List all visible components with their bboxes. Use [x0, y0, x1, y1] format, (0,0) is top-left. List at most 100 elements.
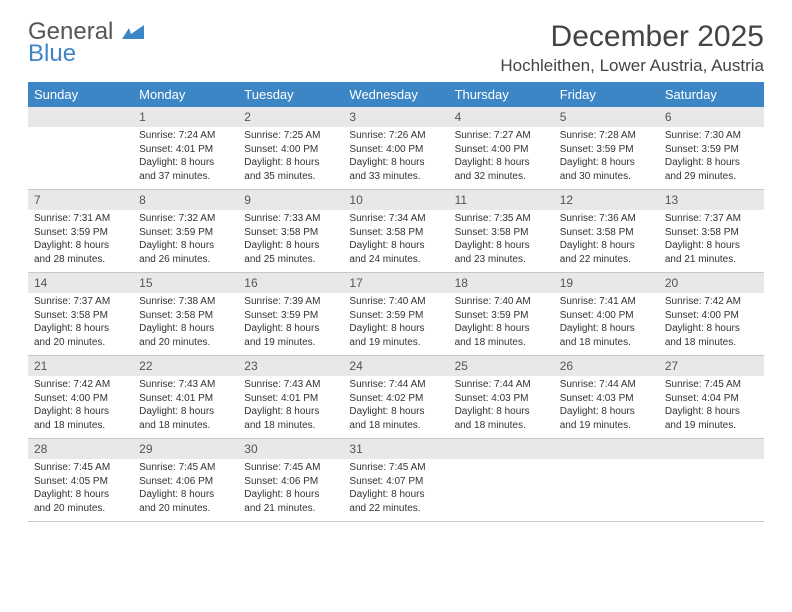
cell-body: Sunrise: 7:31 AMSunset: 3:59 PMDaylight:…: [28, 210, 133, 272]
cell-daylight: Daylight: 8 hours and 20 minutes.: [139, 322, 232, 349]
cell-sunset: Sunset: 4:02 PM: [349, 392, 442, 406]
cell-daylight: Daylight: 8 hours and 35 minutes.: [244, 156, 337, 183]
day-number: 14: [28, 273, 133, 293]
logo-mark-icon: [122, 18, 144, 45]
day-number: 20: [659, 273, 764, 293]
day-number: 12: [554, 190, 659, 210]
cell-sunset: Sunset: 4:01 PM: [139, 392, 232, 406]
cell-daylight: Daylight: 8 hours and 21 minutes.: [665, 239, 758, 266]
day-number: 4: [449, 107, 554, 127]
cell-sunrise: Sunrise: 7:43 AM: [244, 378, 337, 392]
cell-body: Sunrise: 7:35 AMSunset: 3:58 PMDaylight:…: [449, 210, 554, 272]
calendar-cell: 29Sunrise: 7:45 AMSunset: 4:06 PMDayligh…: [133, 439, 238, 522]
weekday-header: Friday: [554, 82, 659, 107]
weekday-header: Saturday: [659, 82, 764, 107]
cell-daylight: Daylight: 8 hours and 25 minutes.: [244, 239, 337, 266]
cell-daylight: Daylight: 8 hours and 32 minutes.: [455, 156, 548, 183]
cell-sunrise: Sunrise: 7:32 AM: [139, 212, 232, 226]
cell-body: Sunrise: 7:41 AMSunset: 4:00 PMDaylight:…: [554, 293, 659, 355]
weekday-header: Monday: [133, 82, 238, 107]
day-number: 5: [554, 107, 659, 127]
location-label: Hochleithen, Lower Austria, Austria: [500, 56, 764, 76]
day-number: 27: [659, 356, 764, 376]
cell-body: Sunrise: 7:37 AMSunset: 3:58 PMDaylight:…: [659, 210, 764, 272]
cell-sunset: Sunset: 3:58 PM: [244, 226, 337, 240]
cell-sunrise: Sunrise: 7:38 AM: [139, 295, 232, 309]
calendar-cell: 28Sunrise: 7:45 AMSunset: 4:05 PMDayligh…: [28, 439, 133, 522]
calendar-cell: [554, 439, 659, 522]
day-number: 24: [343, 356, 448, 376]
calendar-week-row: 21Sunrise: 7:42 AMSunset: 4:00 PMDayligh…: [28, 356, 764, 439]
cell-daylight: Daylight: 8 hours and 20 minutes.: [34, 322, 127, 349]
calendar-cell: 10Sunrise: 7:34 AMSunset: 3:58 PMDayligh…: [343, 190, 448, 273]
cell-body: Sunrise: 7:25 AMSunset: 4:00 PMDaylight:…: [238, 127, 343, 189]
calendar-cell: 1Sunrise: 7:24 AMSunset: 4:01 PMDaylight…: [133, 107, 238, 190]
cell-body: Sunrise: 7:45 AMSunset: 4:06 PMDaylight:…: [133, 459, 238, 521]
calendar-cell: 30Sunrise: 7:45 AMSunset: 4:06 PMDayligh…: [238, 439, 343, 522]
calendar-cell: 22Sunrise: 7:43 AMSunset: 4:01 PMDayligh…: [133, 356, 238, 439]
cell-body: Sunrise: 7:32 AMSunset: 3:59 PMDaylight:…: [133, 210, 238, 272]
day-number: 10: [343, 190, 448, 210]
cell-sunset: Sunset: 4:01 PM: [244, 392, 337, 406]
cell-daylight: Daylight: 8 hours and 37 minutes.: [139, 156, 232, 183]
day-number: 30: [238, 439, 343, 459]
cell-sunset: Sunset: 3:59 PM: [244, 309, 337, 323]
cell-sunrise: Sunrise: 7:45 AM: [349, 461, 442, 475]
calendar-cell: 31Sunrise: 7:45 AMSunset: 4:07 PMDayligh…: [343, 439, 448, 522]
cell-daylight: Daylight: 8 hours and 22 minutes.: [349, 488, 442, 515]
day-number: 31: [343, 439, 448, 459]
day-number: 19: [554, 273, 659, 293]
cell-daylight: Daylight: 8 hours and 18 minutes.: [455, 405, 548, 432]
cell-sunrise: Sunrise: 7:41 AM: [560, 295, 653, 309]
day-number: 22: [133, 356, 238, 376]
cell-body: Sunrise: 7:45 AMSunset: 4:05 PMDaylight:…: [28, 459, 133, 521]
cell-sunrise: Sunrise: 7:45 AM: [665, 378, 758, 392]
day-number: [659, 439, 764, 459]
cell-sunrise: Sunrise: 7:44 AM: [349, 378, 442, 392]
calendar-cell: 25Sunrise: 7:44 AMSunset: 4:03 PMDayligh…: [449, 356, 554, 439]
cell-body: Sunrise: 7:45 AMSunset: 4:07 PMDaylight:…: [343, 459, 448, 521]
cell-sunrise: Sunrise: 7:44 AM: [560, 378, 653, 392]
cell-body: Sunrise: 7:42 AMSunset: 4:00 PMDaylight:…: [28, 376, 133, 438]
calendar-cell: [28, 107, 133, 190]
cell-sunset: Sunset: 3:58 PM: [349, 226, 442, 240]
day-number: 8: [133, 190, 238, 210]
cell-sunrise: Sunrise: 7:40 AM: [455, 295, 548, 309]
logo: General Blue: [28, 20, 144, 66]
cell-sunset: Sunset: 4:00 PM: [349, 143, 442, 157]
weekday-header: Tuesday: [238, 82, 343, 107]
cell-body: Sunrise: 7:43 AMSunset: 4:01 PMDaylight:…: [238, 376, 343, 438]
cell-body: Sunrise: 7:45 AMSunset: 4:04 PMDaylight:…: [659, 376, 764, 438]
calendar-cell: 26Sunrise: 7:44 AMSunset: 4:03 PMDayligh…: [554, 356, 659, 439]
cell-daylight: Daylight: 8 hours and 29 minutes.: [665, 156, 758, 183]
calendar-cell: 9Sunrise: 7:33 AMSunset: 3:58 PMDaylight…: [238, 190, 343, 273]
calendar-week-row: 14Sunrise: 7:37 AMSunset: 3:58 PMDayligh…: [28, 273, 764, 356]
calendar-cell: 7Sunrise: 7:31 AMSunset: 3:59 PMDaylight…: [28, 190, 133, 273]
cell-daylight: Daylight: 8 hours and 18 minutes.: [139, 405, 232, 432]
calendar-cell: 14Sunrise: 7:37 AMSunset: 3:58 PMDayligh…: [28, 273, 133, 356]
day-number: 15: [133, 273, 238, 293]
cell-sunrise: Sunrise: 7:45 AM: [244, 461, 337, 475]
cell-sunrise: Sunrise: 7:39 AM: [244, 295, 337, 309]
calendar-week-row: 28Sunrise: 7:45 AMSunset: 4:05 PMDayligh…: [28, 439, 764, 522]
day-number: 23: [238, 356, 343, 376]
cell-daylight: Daylight: 8 hours and 18 minutes.: [560, 322, 653, 349]
cell-sunset: Sunset: 4:04 PM: [665, 392, 758, 406]
header: General Blue December 2025 Hochleithen, …: [28, 20, 764, 76]
cell-sunset: Sunset: 3:59 PM: [349, 309, 442, 323]
cell-sunset: Sunset: 3:58 PM: [560, 226, 653, 240]
cell-daylight: Daylight: 8 hours and 28 minutes.: [34, 239, 127, 266]
cell-body: Sunrise: 7:40 AMSunset: 3:59 PMDaylight:…: [343, 293, 448, 355]
cell-sunset: Sunset: 4:05 PM: [34, 475, 127, 489]
cell-body: Sunrise: 7:40 AMSunset: 3:59 PMDaylight:…: [449, 293, 554, 355]
calendar-cell: 3Sunrise: 7:26 AMSunset: 4:00 PMDaylight…: [343, 107, 448, 190]
cell-body: Sunrise: 7:43 AMSunset: 4:01 PMDaylight:…: [133, 376, 238, 438]
calendar-week-row: 7Sunrise: 7:31 AMSunset: 3:59 PMDaylight…: [28, 190, 764, 273]
calendar-cell: 11Sunrise: 7:35 AMSunset: 3:58 PMDayligh…: [449, 190, 554, 273]
day-number: 9: [238, 190, 343, 210]
day-number: 21: [28, 356, 133, 376]
day-number: 11: [449, 190, 554, 210]
cell-body: Sunrise: 7:38 AMSunset: 3:58 PMDaylight:…: [133, 293, 238, 355]
cell-sunset: Sunset: 4:00 PM: [34, 392, 127, 406]
cell-daylight: Daylight: 8 hours and 20 minutes.: [139, 488, 232, 515]
